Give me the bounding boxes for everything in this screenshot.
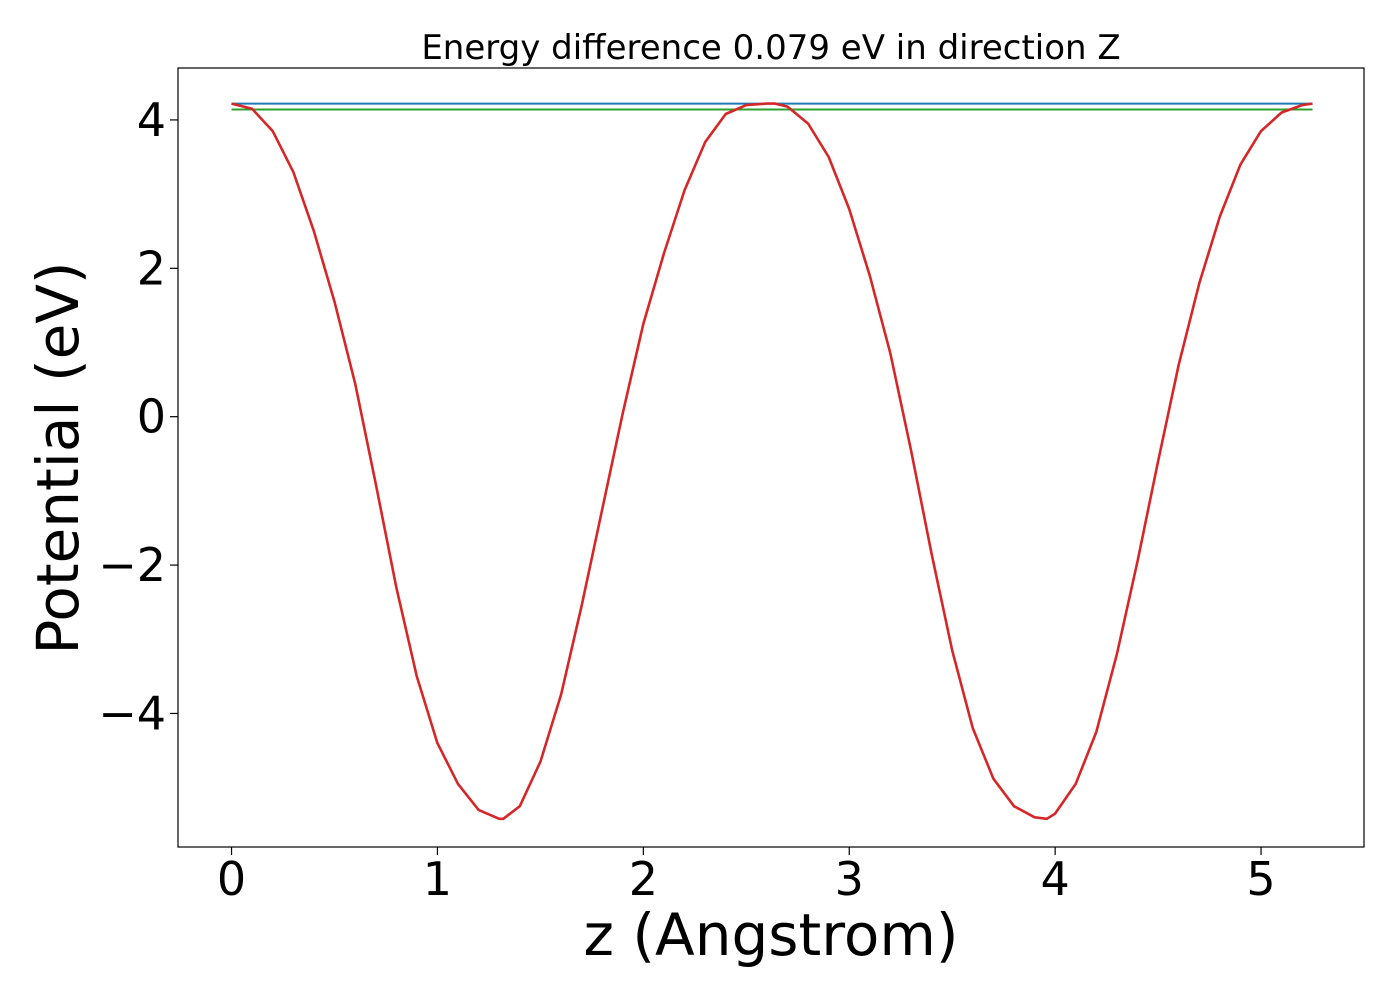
y-tick-label: 0 [137,390,166,444]
x-tick-label: 1 [423,852,452,906]
x-axis-ticks: 0 1 2 3 4 5 [217,847,1276,906]
x-tick-label: 0 [217,852,246,906]
y-tick-label: 4 [137,93,166,147]
x-tick-label: 3 [835,852,864,906]
chart-title: Energy difference 0.079 eV in direction … [421,28,1120,68]
y-axis-ticks: −4 −2 0 2 4 [98,93,178,740]
y-axis-label: Potential (eV) [24,261,92,654]
x-tick-label: 2 [629,852,658,906]
y-tick-label: 2 [137,241,166,295]
y-tick-label: −4 [98,686,166,740]
y-tick-label: −2 [98,538,166,592]
x-tick-label: 4 [1041,852,1070,906]
plot-frame [177,67,1365,848]
x-axis-label: z (Angstrom) [584,901,959,969]
series-line-2 [231,102,1313,821]
x-tick-label: 5 [1246,852,1275,906]
plot-lines [231,102,1313,821]
